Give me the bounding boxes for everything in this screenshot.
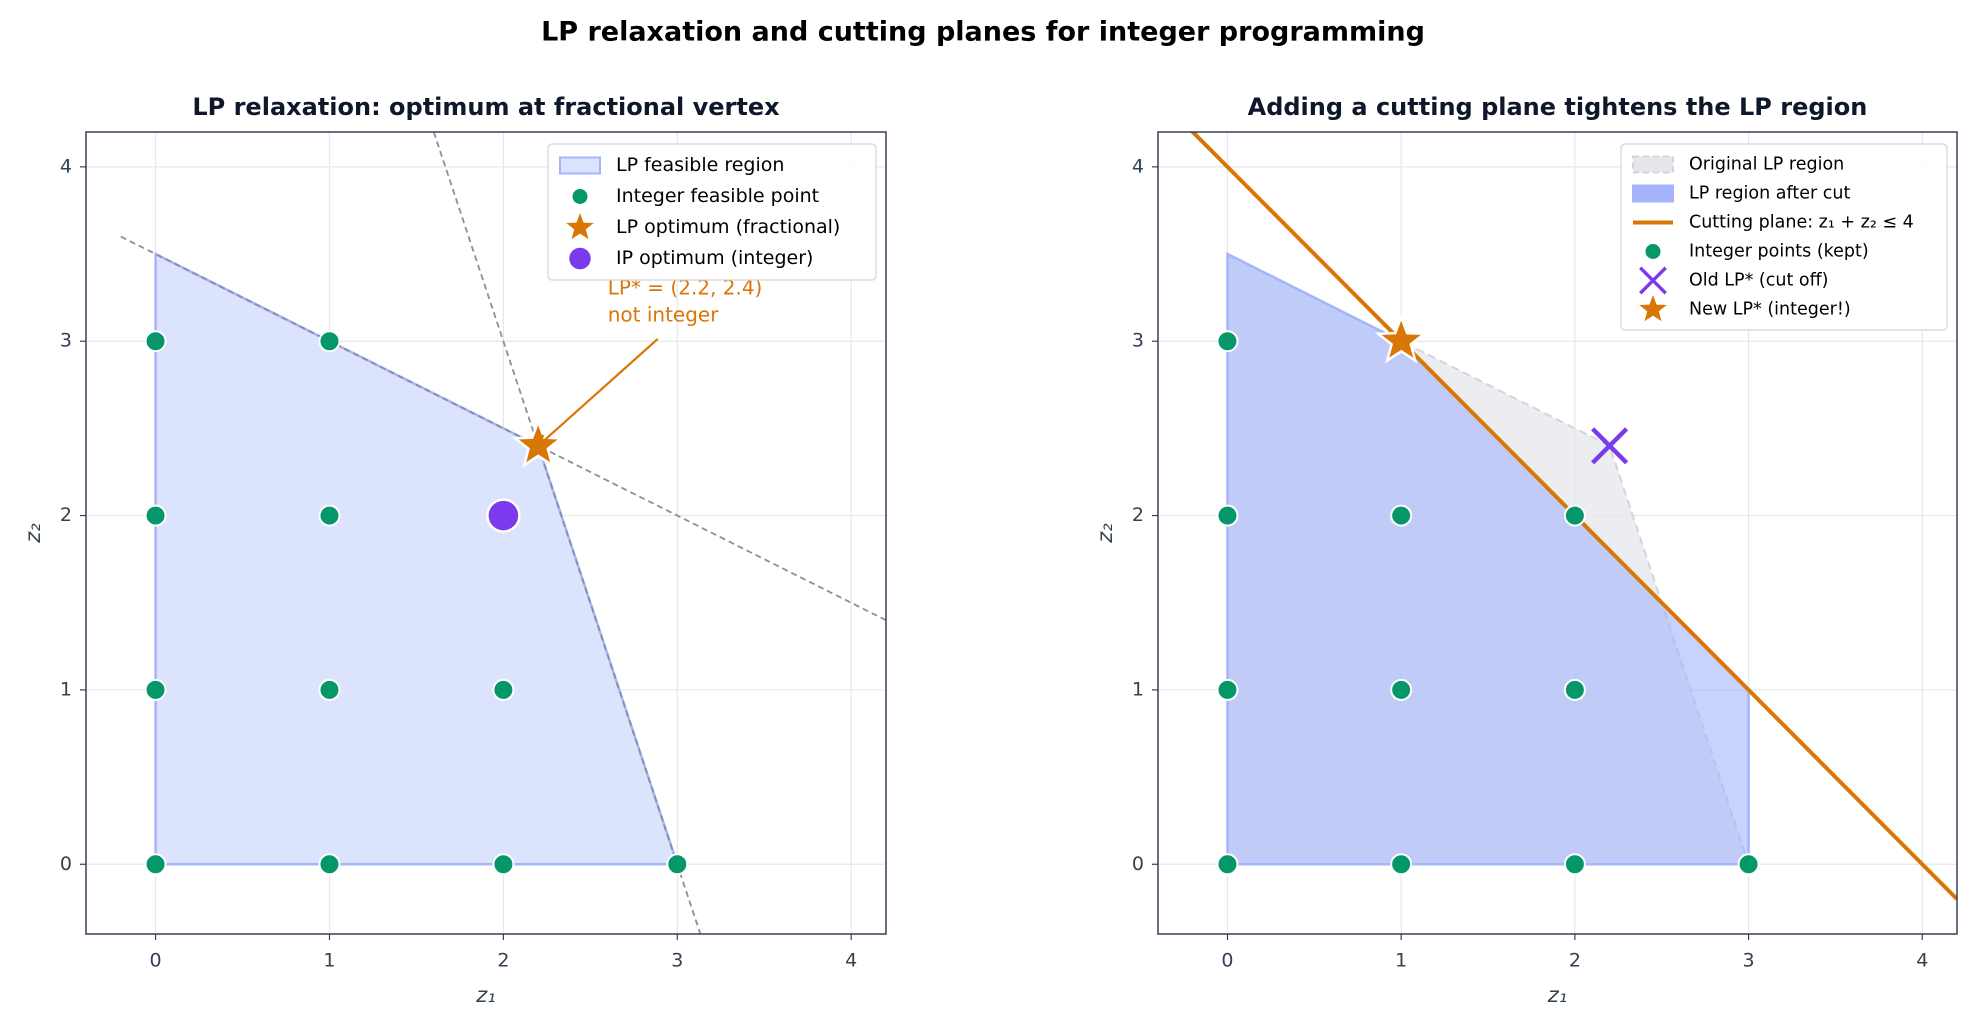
y-tick-label: 4 [1132,155,1144,177]
annotation-text: not integer [608,302,719,326]
point [1216,330,1239,353]
point [666,853,689,876]
point [144,504,167,527]
y-axis-label: z₂ [21,523,45,544]
y-tick-label: 0 [1132,853,1144,875]
point [1563,504,1586,527]
x-tick-label: 3 [1743,950,1755,972]
point [570,187,590,206]
plot-area [1189,132,1957,901]
point [144,853,167,876]
x-tick-label: 1 [1395,950,1407,972]
x-axis-label: z₁ [1547,983,1567,1007]
x-tick-label: 2 [497,950,509,972]
point [486,498,521,533]
region [1226,251,1750,866]
legend-box [1620,143,1948,331]
point [1216,853,1239,876]
point [144,330,167,353]
point [318,330,341,353]
point [1643,242,1663,261]
cut-line [1189,132,1957,901]
legend-label: Integer feasible point [616,185,819,207]
legend-label: LP region after cut [1689,184,1850,204]
x-tick-label: 2 [1569,950,1581,972]
point [318,678,341,701]
figure-title: LP relaxation and cutting planes for int… [541,17,1425,48]
star [1632,287,1674,327]
point [1390,504,1413,527]
constraint-line [432,132,702,934]
x-tick-label: 3 [671,950,683,972]
star [559,205,601,245]
legend-label: Cutting plane: z₁ + z₂ ≤ 4 [1689,213,1914,233]
point [492,678,515,701]
cross [1591,427,1629,465]
legend-label: IP optimum (integer) [616,247,813,269]
point [1390,853,1413,876]
axes-title: LP relaxation: optimum at fractional ver… [192,93,780,121]
point [1563,678,1586,701]
legend-label: LP feasible region [616,154,784,176]
y-tick-label: 3 [60,330,72,352]
annotation-arrow [536,338,659,448]
region [154,251,680,866]
point [1216,504,1239,527]
y-tick-label: 4 [60,155,72,177]
y-tick-label: 3 [1132,330,1144,352]
cross-stroke [1591,427,1629,465]
y-tick-label: 0 [60,853,72,875]
x-tick-label: 4 [845,950,857,972]
y-tick-label: 2 [1132,504,1144,526]
legend-label: Old LP* (cut off) [1689,271,1828,291]
point [1390,678,1413,701]
point [318,504,341,527]
y-axis-label: z₂ [1093,523,1117,544]
x-tick-label: 4 [1916,950,1928,972]
legend-label: Integer points (kept) [1689,242,1869,262]
legend-label: LP optimum (fractional) [616,216,840,238]
point [318,853,341,876]
x-tick-label: 1 [323,950,335,972]
y-tick-label: 1 [1132,678,1144,700]
legend-swatch [559,156,601,175]
point [566,245,594,272]
legend-swatch [1632,184,1674,203]
legend-label: New LP* (integer!) [1689,300,1851,320]
point [1563,853,1586,876]
axes-frame [85,131,887,935]
legend-swatch [1632,155,1674,174]
axes-frame [1157,131,1958,935]
x-tick-label: 0 [1221,950,1233,972]
constraint-line [120,235,886,622]
point [144,678,167,701]
legend-label: Original LP region [1689,155,1844,175]
cross [1639,266,1667,295]
x-tick-label: 0 [150,950,162,972]
y-tick-label: 1 [60,678,72,700]
point [492,853,515,876]
legend-box [547,143,877,281]
y-tick-label: 2 [60,504,72,526]
x-axis-label: z₁ [475,983,495,1007]
point [1737,853,1760,876]
cross-stroke [1639,266,1667,295]
axes-title: Adding a cutting plane tightens the LP r… [1248,93,1868,121]
star [1374,313,1428,364]
point [1216,678,1239,701]
